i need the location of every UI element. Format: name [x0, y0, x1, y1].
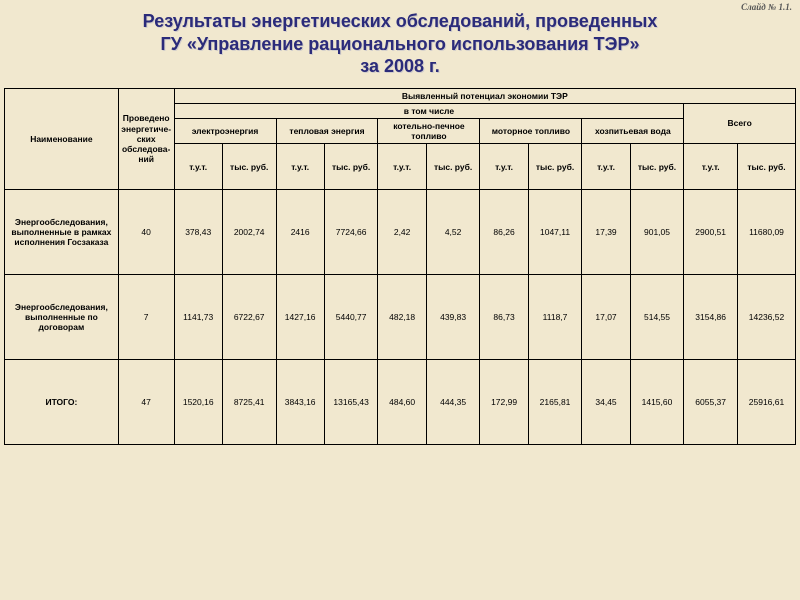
cell-count: 40 [118, 190, 174, 275]
th-unit: тыс. руб. [426, 144, 480, 190]
cell: 172,99 [480, 360, 528, 445]
th-unit: тыс. руб. [630, 144, 684, 190]
cell: 482,18 [378, 275, 426, 360]
cell: 1118,7 [528, 275, 582, 360]
cell: 2416 [276, 190, 324, 275]
cell: 17,07 [582, 275, 630, 360]
cell: 17,39 [582, 190, 630, 275]
cell-name: Энергообследования, выполненные по догов… [5, 275, 119, 360]
table-row: Энергообследования, выполненные в рамках… [5, 190, 796, 275]
cell: 86,26 [480, 190, 528, 275]
cell: 8725,41 [222, 360, 276, 445]
th-unit: тыс. руб. [737, 144, 795, 190]
cell: 34,45 [582, 360, 630, 445]
cell: 439,83 [426, 275, 480, 360]
cell: 3154,86 [684, 275, 738, 360]
cell: 6722,67 [222, 275, 276, 360]
table-row: ИТОГО: 47 1520,16 8725,41 3843,16 13165,… [5, 360, 796, 445]
title-line-3: за 2008 г. [360, 56, 439, 76]
cell: 25916,61 [737, 360, 795, 445]
slide-number: Слайд № 1.1. [741, 2, 792, 12]
th-unit: т.у.т. [684, 144, 738, 190]
cell-name: ИТОГО: [5, 360, 119, 445]
th-unit: т.у.т. [276, 144, 324, 190]
results-table: Наименование Проведено энергетиче-ских о… [4, 88, 796, 446]
th-including: в том числе [174, 103, 684, 118]
cell: 2900,51 [684, 190, 738, 275]
cell: 378,43 [174, 190, 222, 275]
th-unit: тыс. руб. [324, 144, 378, 190]
cell: 1141,73 [174, 275, 222, 360]
cell: 14236,52 [737, 275, 795, 360]
th-unit: т.у.т. [480, 144, 528, 190]
th-total: Всего [684, 103, 796, 144]
th-heat: тепловая энергия [276, 118, 378, 143]
th-potential: Выявленный потенциал экономии ТЭР [174, 88, 795, 103]
th-count: Проведено энергетиче-ских обследова-ний [118, 88, 174, 190]
table-container: Наименование Проведено энергетиче-ских о… [0, 84, 800, 446]
cell: 514,55 [630, 275, 684, 360]
cell: 5440,77 [324, 275, 378, 360]
th-unit: т.у.т. [378, 144, 426, 190]
cell: 4,52 [426, 190, 480, 275]
cell: 13165,43 [324, 360, 378, 445]
table-row: Энергообследования, выполненные по догов… [5, 275, 796, 360]
th-boiler: котельно-печное топливо [378, 118, 480, 143]
cell: 6055,37 [684, 360, 738, 445]
th-name: Наименование [5, 88, 119, 190]
cell: 7724,66 [324, 190, 378, 275]
cell: 1427,16 [276, 275, 324, 360]
cell: 1415,60 [630, 360, 684, 445]
cell-count: 47 [118, 360, 174, 445]
th-motor: моторное топливо [480, 118, 582, 143]
th-unit: т.у.т. [174, 144, 222, 190]
cell: 444,35 [426, 360, 480, 445]
th-unit: тыс. руб. [222, 144, 276, 190]
cell: 86,73 [480, 275, 528, 360]
cell: 1520,16 [174, 360, 222, 445]
cell: 11680,09 [737, 190, 795, 275]
cell: 3843,16 [276, 360, 324, 445]
cell-count: 7 [118, 275, 174, 360]
cell: 2,42 [378, 190, 426, 275]
title-line-2: ГУ «Управление рационального использован… [160, 34, 639, 54]
cell: 901,05 [630, 190, 684, 275]
th-electric: электроэнергия [174, 118, 276, 143]
th-unit: т.у.т. [582, 144, 630, 190]
th-water: хозпитьевая вода [582, 118, 684, 143]
cell: 1047,11 [528, 190, 582, 275]
cell-name: Энергообследования, выполненные в рамках… [5, 190, 119, 275]
title-line-1: Результаты энергетических обследований, … [143, 11, 658, 31]
th-unit: тыс. руб. [528, 144, 582, 190]
cell: 484,60 [378, 360, 426, 445]
cell: 2165,81 [528, 360, 582, 445]
table-body: Энергообследования, выполненные в рамках… [5, 190, 796, 445]
page-title: Результаты энергетических обследований, … [0, 0, 800, 84]
cell: 2002,74 [222, 190, 276, 275]
